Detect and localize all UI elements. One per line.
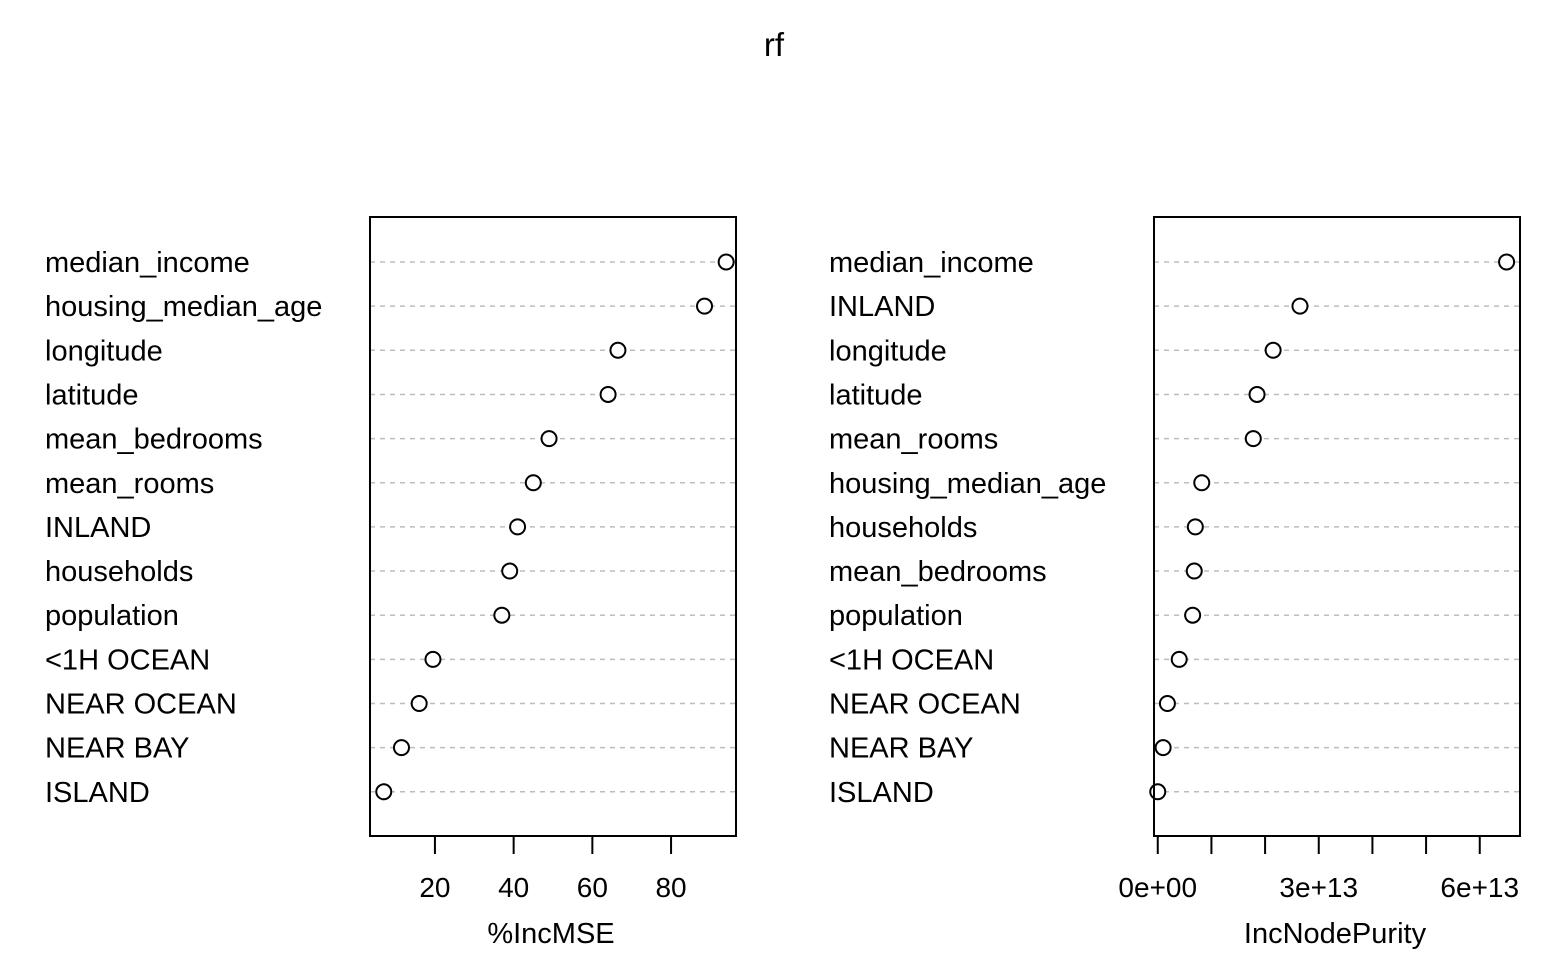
variable-label: ISLAND bbox=[45, 777, 150, 809]
x-axis-label: %IncMSE bbox=[487, 918, 614, 950]
variable-label: population bbox=[45, 600, 179, 632]
variable-label: mean_rooms bbox=[829, 424, 998, 456]
importance-point bbox=[410, 695, 428, 712]
chart-title: rf bbox=[764, 26, 785, 63]
variable-label: households bbox=[45, 556, 193, 588]
importance-point bbox=[524, 474, 542, 492]
importance-point bbox=[540, 430, 558, 448]
incnodepurity-panel: median_income INLAND longitude latitude mean… bbox=[829, 216, 1521, 950]
x-tick-label: 0e+00 bbox=[1118, 872, 1197, 903]
x-axis-label: IncNodePurity bbox=[1244, 918, 1427, 950]
variable-label: ISLAND bbox=[829, 777, 934, 809]
variable-label: median_income bbox=[45, 247, 250, 279]
variable-label: <1H OCEAN bbox=[45, 644, 210, 676]
variable-label: housing_median_age bbox=[829, 468, 1106, 500]
importance-point bbox=[1291, 297, 1309, 315]
importance-point bbox=[1170, 650, 1188, 668]
importance-point bbox=[1158, 695, 1176, 712]
variable-label: population bbox=[829, 600, 963, 632]
x-tick-label: 60 bbox=[577, 872, 608, 903]
variable-label: mean_bedrooms bbox=[829, 556, 1047, 588]
variable-label: mean_bedrooms bbox=[45, 424, 263, 456]
importance-point bbox=[509, 518, 527, 536]
importance-point bbox=[424, 650, 442, 668]
importance-point bbox=[1498, 253, 1516, 271]
x-tick-label: 80 bbox=[655, 872, 686, 903]
variable-label: latitude bbox=[829, 379, 923, 411]
importance-point bbox=[1244, 430, 1262, 448]
importance-point bbox=[1186, 518, 1204, 536]
importance-point bbox=[1264, 341, 1282, 359]
importance-point bbox=[1185, 562, 1203, 580]
importance-point bbox=[1154, 739, 1172, 757]
incmse-panel: median_income housing_median_age longitude… bbox=[45, 216, 737, 950]
importance-point bbox=[392, 739, 410, 757]
importance-point bbox=[375, 783, 393, 801]
variable-label: latitude bbox=[45, 379, 139, 411]
x-tick-label: 40 bbox=[498, 872, 529, 903]
importance-point bbox=[599, 385, 617, 403]
variable-label: median_income bbox=[829, 247, 1034, 279]
x-tick-label: 6e+13 bbox=[1440, 872, 1519, 903]
plot-frame bbox=[1153, 216, 1521, 837]
importance-point bbox=[1149, 783, 1167, 801]
importance-point bbox=[1193, 474, 1211, 492]
variable-label: NEAR BAY bbox=[45, 733, 190, 765]
variable-label: INLAND bbox=[45, 512, 151, 544]
importance-point bbox=[501, 562, 519, 580]
variable-label: longitude bbox=[829, 335, 947, 367]
importance-point bbox=[1184, 606, 1202, 624]
variable-label: mean_rooms bbox=[45, 468, 214, 500]
x-tick-label: 3e+13 bbox=[1279, 872, 1358, 903]
variable-label: longitude bbox=[45, 335, 163, 367]
variable-label: NEAR OCEAN bbox=[829, 689, 1021, 721]
variable-label: NEAR BAY bbox=[829, 733, 974, 765]
x-tick-label: 20 bbox=[419, 872, 450, 903]
variable-label: INLAND bbox=[829, 291, 935, 323]
variable-label: NEAR OCEAN bbox=[45, 689, 237, 721]
variable-label: households bbox=[829, 512, 977, 544]
importance-point bbox=[609, 341, 627, 359]
importance-point bbox=[717, 253, 735, 271]
importance-point bbox=[1248, 385, 1266, 403]
variable-label: <1H OCEAN bbox=[829, 644, 994, 676]
plot-frame bbox=[369, 216, 737, 837]
importance-point bbox=[696, 297, 714, 315]
importance-point bbox=[493, 606, 511, 624]
variable-label: housing_median_age bbox=[45, 291, 322, 323]
